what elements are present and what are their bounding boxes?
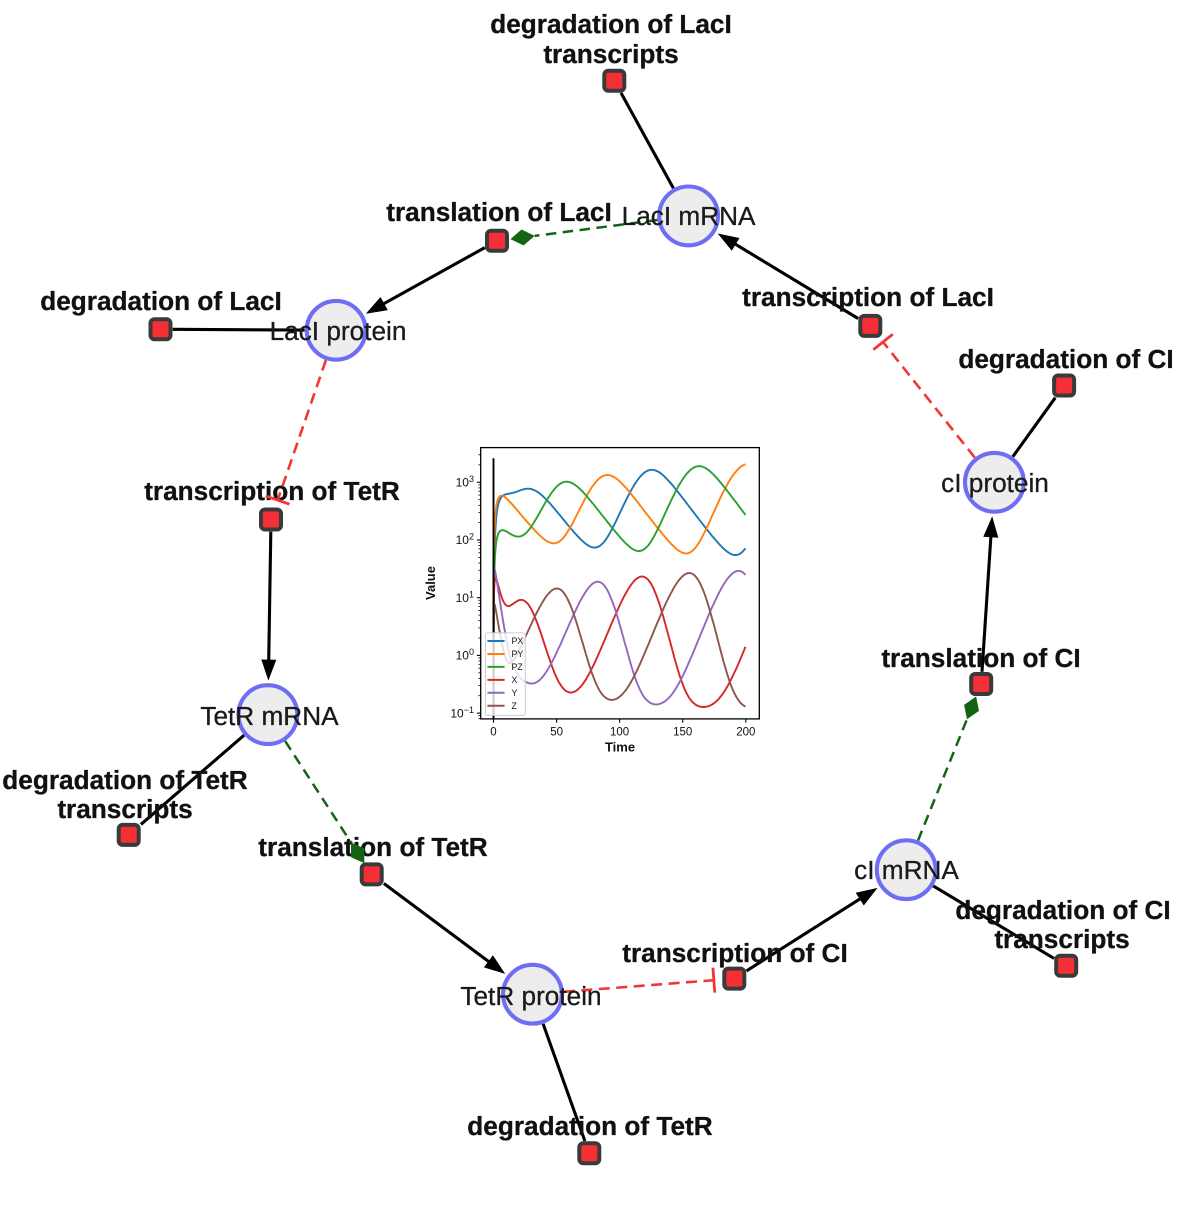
svg-text:103: 103 xyxy=(456,474,474,490)
svg-text:translation of CI: translation of CI xyxy=(881,643,1080,673)
svg-text:100: 100 xyxy=(456,647,474,663)
svg-text:PZ: PZ xyxy=(512,662,524,672)
svg-text:degradation of TetR: degradation of TetR xyxy=(467,1111,712,1141)
svg-text:translation of LacI: translation of LacI xyxy=(386,197,612,227)
svg-text:transcripts: transcripts xyxy=(57,794,192,824)
svg-text:degradation of CI: degradation of CI xyxy=(955,895,1170,925)
svg-text:LacI mRNA: LacI mRNA xyxy=(622,201,756,231)
svg-text:PY: PY xyxy=(512,649,524,659)
svg-text:Z: Z xyxy=(512,701,518,711)
svg-text:degradation of LacI: degradation of LacI xyxy=(40,286,282,316)
svg-text:TetR protein: TetR protein xyxy=(460,981,601,1011)
svg-text:transcription of TetR: transcription of TetR xyxy=(144,476,400,506)
svg-text:degradation of CI: degradation of CI xyxy=(958,344,1173,374)
svg-text:transcripts: transcripts xyxy=(543,39,678,69)
svg-text:transcription of CI: transcription of CI xyxy=(622,938,848,968)
svg-text:transcription of LacI: transcription of LacI xyxy=(742,282,994,312)
svg-text:50: 50 xyxy=(550,727,563,739)
svg-text:10−1: 10−1 xyxy=(450,705,474,721)
svg-text:TetR mRNA: TetR mRNA xyxy=(200,701,339,731)
svg-text:degradation of TetR: degradation of TetR xyxy=(2,765,247,795)
svg-text:degradation of LacI: degradation of LacI xyxy=(490,9,732,39)
svg-text:cI protein: cI protein xyxy=(941,468,1049,498)
svg-text:X: X xyxy=(512,675,518,685)
svg-text:101: 101 xyxy=(456,589,474,605)
svg-text:Time: Time xyxy=(605,740,635,755)
svg-text:100: 100 xyxy=(610,727,629,739)
svg-text:200: 200 xyxy=(736,727,755,739)
svg-text:cI mRNA: cI mRNA xyxy=(854,855,959,885)
svg-text:102: 102 xyxy=(456,532,474,548)
svg-text:150: 150 xyxy=(673,727,692,739)
svg-text:translation of TetR: translation of TetR xyxy=(258,832,487,862)
svg-text:Value: Value xyxy=(423,566,438,600)
svg-text:Y: Y xyxy=(512,688,518,698)
svg-text:transcripts: transcripts xyxy=(994,924,1129,954)
svg-text:PX: PX xyxy=(512,636,524,646)
svg-text:0: 0 xyxy=(490,727,496,739)
svg-text:LacI protein: LacI protein xyxy=(270,316,407,346)
